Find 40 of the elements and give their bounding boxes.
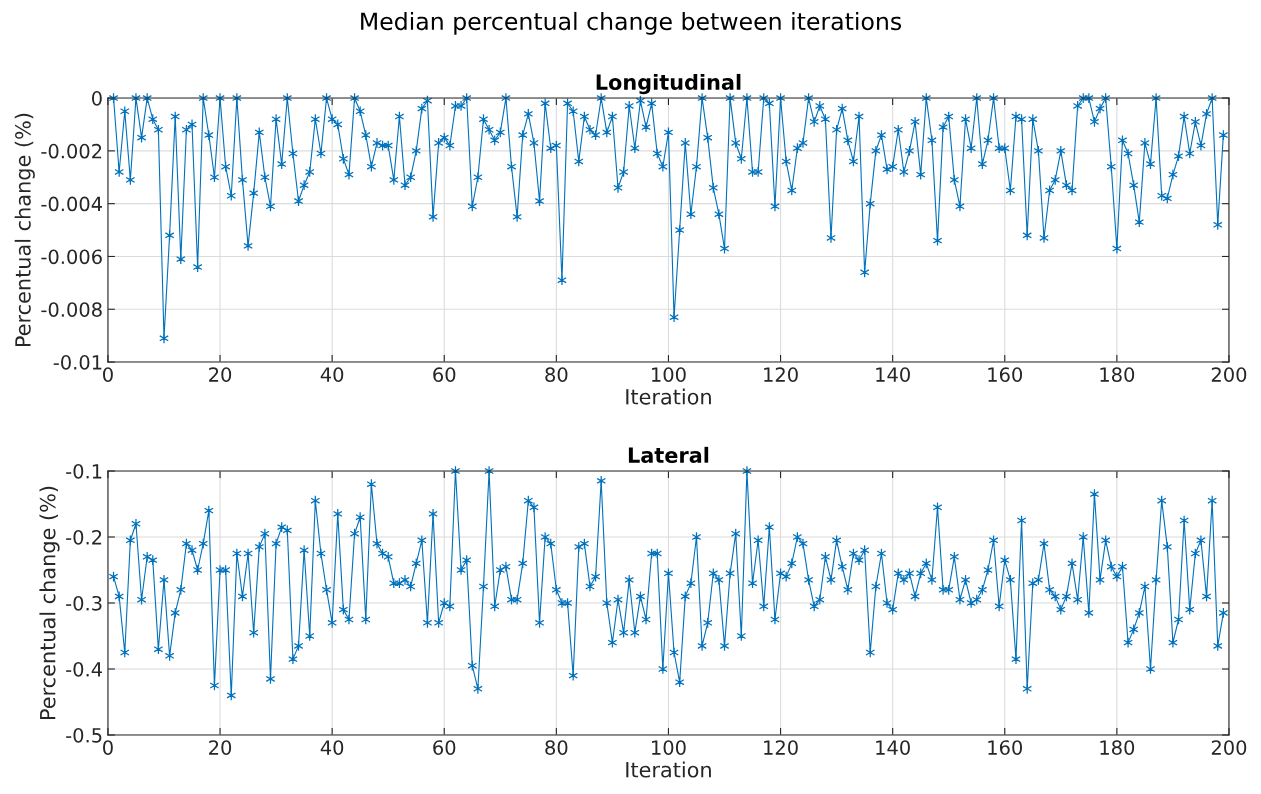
x-tick-label: 120	[764, 367, 798, 382]
y-axis-title: Percentual change (%)	[14, 113, 35, 347]
y-tick-label: -0.5	[66, 727, 102, 743]
text: Median percentual change between iterations	[361, 11, 902, 35]
x-tick-label: 20	[209, 367, 232, 382]
y-axis-title: Percentual change (%)	[39, 486, 60, 719]
y-tick-label: -0.2	[66, 529, 102, 545]
x-tick-label: 180	[1100, 740, 1135, 755]
x-tick-label: 100	[652, 367, 686, 382]
y-tick-label: -0.002	[41, 143, 102, 159]
chart-title: Lateral	[628, 446, 709, 463]
x-tick-label: 0	[103, 740, 113, 755]
y-tick-label: -0.008	[41, 302, 102, 317]
x-tick-label: 140	[876, 367, 910, 382]
x-tick-label: 160	[988, 740, 1023, 755]
y-tick-label: -0.006	[41, 249, 102, 265]
x-tick-label: 80	[545, 740, 568, 755]
x-axis-title: Iteration	[626, 388, 711, 405]
x-tick-label: 40	[320, 740, 344, 755]
x-tick-label: 60	[433, 367, 456, 382]
x-axis-title: Iteration	[626, 761, 711, 778]
y-tick-label: -0.01	[53, 355, 102, 370]
x-tick-label: 180	[1100, 367, 1135, 382]
x-tick-label: 200	[1211, 367, 1247, 382]
x-tick-label: 100	[652, 740, 686, 755]
x-tick-label: 20	[209, 740, 232, 755]
y-tick-label: -0.4	[66, 661, 102, 677]
y-tick-label: -0.1	[66, 463, 102, 479]
y-tick-label: -0.3	[66, 595, 102, 611]
x-tick-label: 120	[764, 740, 798, 755]
x-tick-label: 60	[433, 740, 456, 755]
x-tick-label: 0	[103, 367, 113, 382]
x-tick-label: 40	[320, 367, 344, 382]
x-tick-label: 80	[545, 367, 568, 382]
x-tick-label: 160	[988, 367, 1023, 382]
y-tick-label: -0.004	[41, 196, 102, 212]
x-tick-label: 140	[876, 740, 910, 755]
y-tick-label: 0	[91, 91, 102, 106]
x-tick-label: 200	[1211, 740, 1247, 755]
chart-title: Longitudinal	[596, 73, 741, 95]
